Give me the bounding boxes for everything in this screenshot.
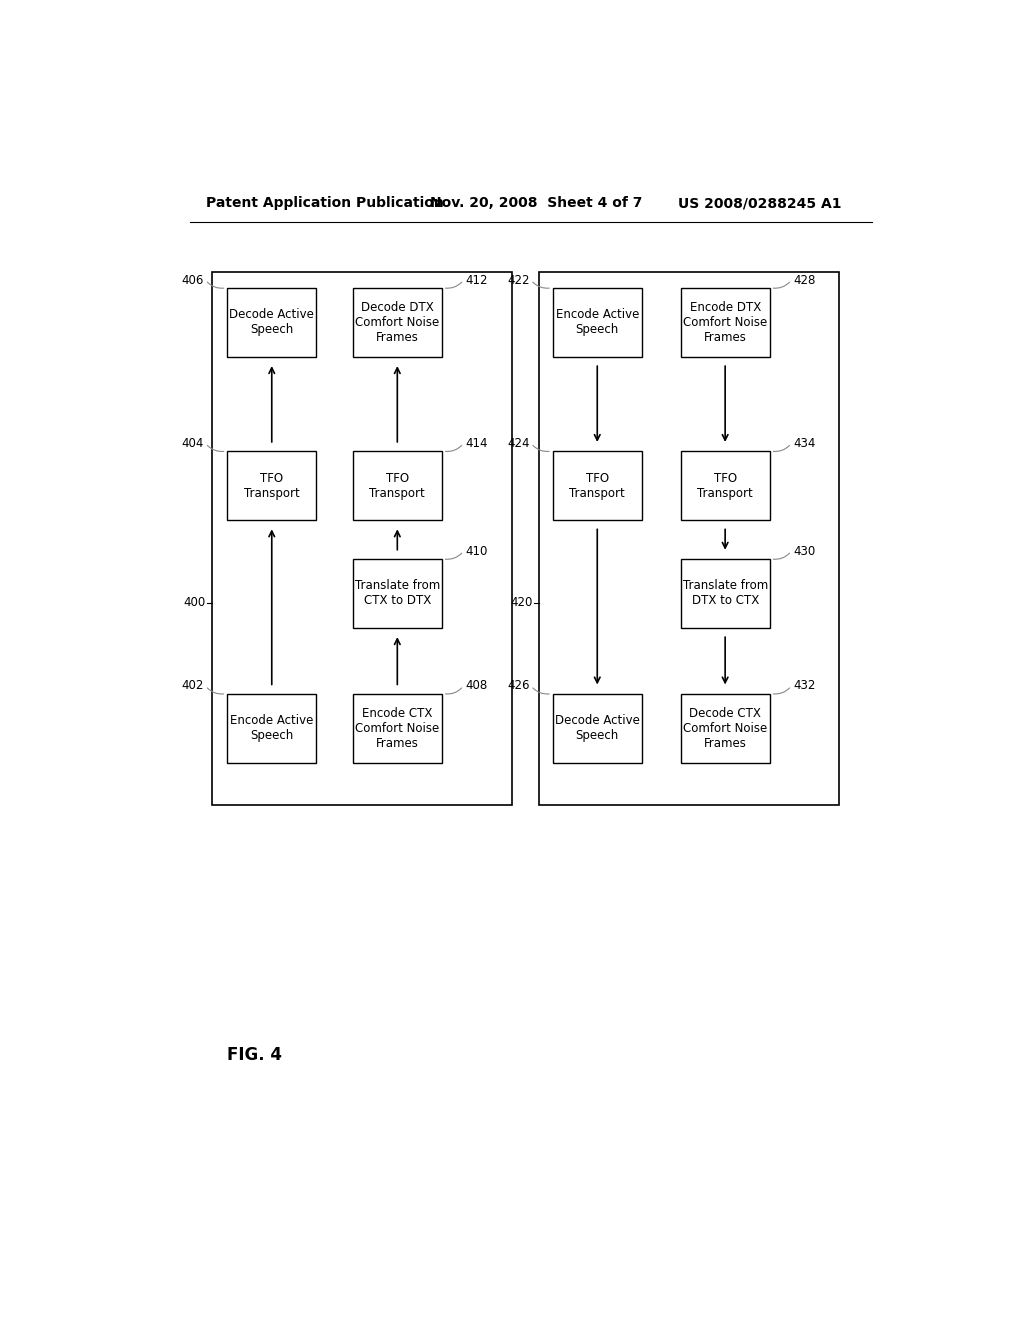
Text: 430: 430 [793,545,815,557]
Text: 424: 424 [507,437,529,450]
Text: 406: 406 [181,273,204,286]
Text: FIG. 4: FIG. 4 [227,1047,283,1064]
Text: TFO
Transport: TFO Transport [569,471,625,500]
Text: 434: 434 [793,437,815,450]
Text: Encode Active
Speech: Encode Active Speech [230,714,313,742]
FancyBboxPatch shape [681,558,770,628]
FancyBboxPatch shape [553,288,642,358]
Text: TFO
Transport: TFO Transport [697,471,753,500]
Text: 400: 400 [183,597,206,610]
Text: 428: 428 [793,273,815,286]
Text: 420: 420 [510,597,532,610]
FancyBboxPatch shape [227,693,316,763]
FancyBboxPatch shape [553,693,642,763]
Text: 426: 426 [507,680,529,693]
FancyBboxPatch shape [681,451,770,520]
FancyBboxPatch shape [352,558,442,628]
Text: Translate from
DTX to CTX: Translate from DTX to CTX [683,579,768,607]
Text: Decode Active
Speech: Decode Active Speech [555,714,640,742]
FancyBboxPatch shape [681,693,770,763]
Text: Decode CTX
Comfort Noise
Frames: Decode CTX Comfort Noise Frames [683,706,767,750]
FancyBboxPatch shape [681,288,770,358]
Text: Translate from
CTX to DTX: Translate from CTX to DTX [354,579,440,607]
FancyBboxPatch shape [553,451,642,520]
Text: 422: 422 [507,273,529,286]
Text: TFO
Transport: TFO Transport [244,471,300,500]
Text: TFO
Transport: TFO Transport [370,471,425,500]
Text: 412: 412 [465,273,487,286]
Text: Patent Application Publication: Patent Application Publication [206,197,443,210]
FancyBboxPatch shape [227,288,316,358]
Text: 408: 408 [465,680,487,693]
Text: Encode Active
Speech: Encode Active Speech [556,309,639,337]
Text: Encode DTX
Comfort Noise
Frames: Encode DTX Comfort Noise Frames [683,301,767,345]
Text: 404: 404 [181,437,204,450]
Text: 410: 410 [465,545,487,557]
Text: US 2008/0288245 A1: US 2008/0288245 A1 [678,197,842,210]
Text: 402: 402 [181,680,204,693]
Text: 432: 432 [793,680,815,693]
Text: Decode DTX
Comfort Noise
Frames: Decode DTX Comfort Noise Frames [355,301,439,345]
Text: Nov. 20, 2008  Sheet 4 of 7: Nov. 20, 2008 Sheet 4 of 7 [430,197,643,210]
FancyBboxPatch shape [352,451,442,520]
Text: Decode Active
Speech: Decode Active Speech [229,309,314,337]
FancyBboxPatch shape [227,451,316,520]
Text: 414: 414 [465,437,487,450]
FancyBboxPatch shape [352,693,442,763]
FancyBboxPatch shape [352,288,442,358]
Text: Encode CTX
Comfort Noise
Frames: Encode CTX Comfort Noise Frames [355,706,439,750]
